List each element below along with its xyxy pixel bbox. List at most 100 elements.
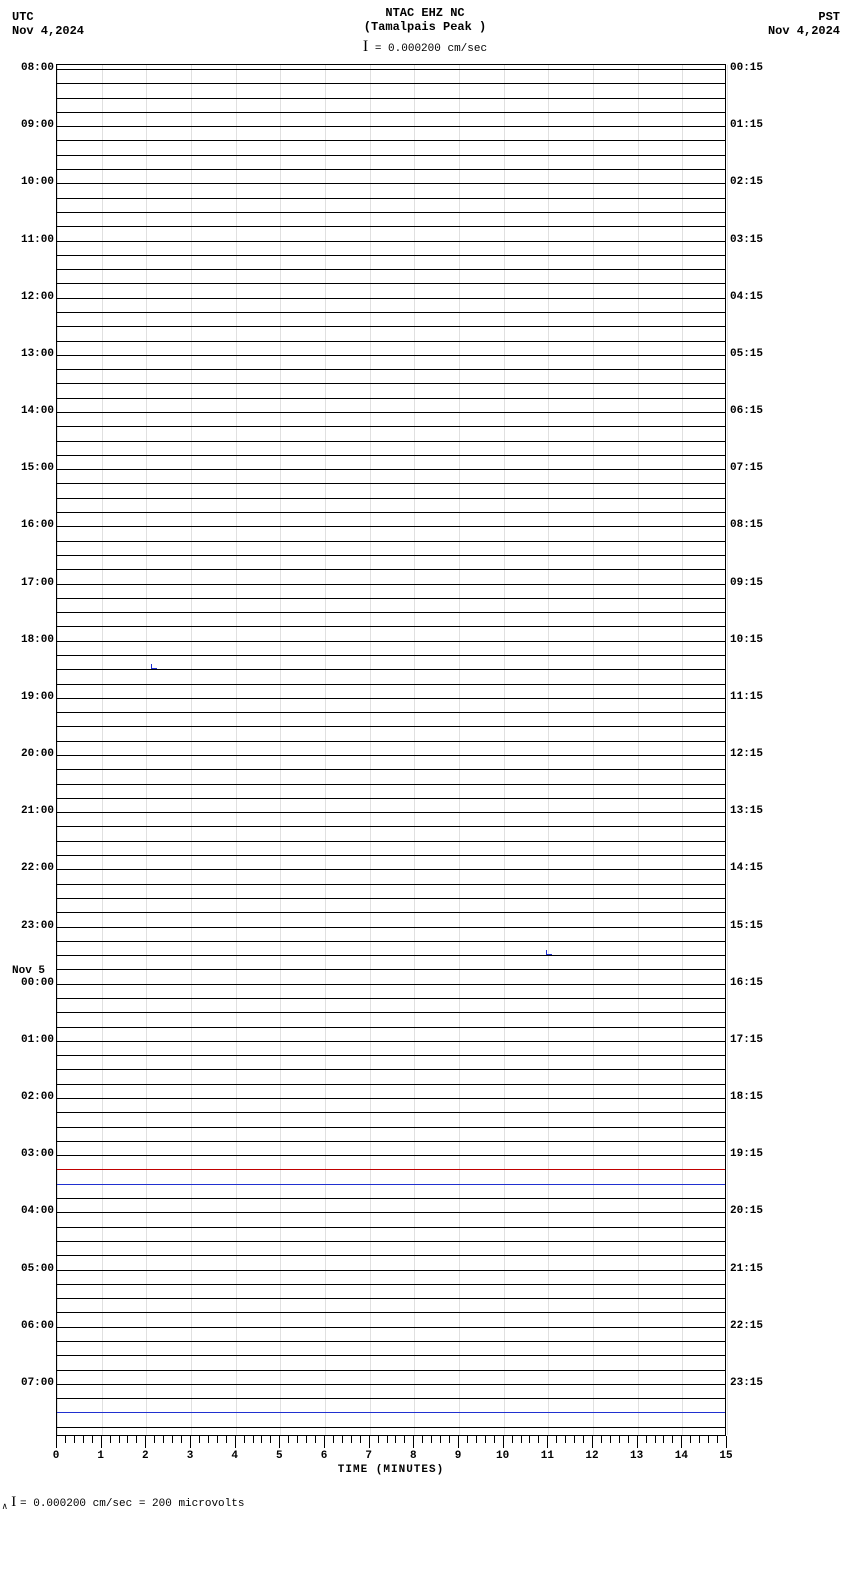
trace-line	[57, 455, 725, 456]
xtick-label: 0	[53, 1450, 60, 1462]
xtick-major	[637, 1436, 638, 1448]
trace-line	[57, 383, 725, 384]
trace-line	[57, 598, 725, 599]
pst-time-label: 07:15	[730, 462, 763, 474]
xtick-minor	[333, 1436, 334, 1443]
xtick-major	[458, 1436, 459, 1448]
trace-line	[57, 569, 725, 570]
day-break-label: Nov 5	[12, 965, 45, 977]
trace-line	[57, 1284, 725, 1285]
xtick-major	[592, 1436, 593, 1448]
pst-time-label: 12:15	[730, 748, 763, 760]
xtick-label: 2	[142, 1450, 149, 1462]
trace-line	[57, 698, 725, 699]
xtick-minor	[92, 1436, 93, 1443]
trace-line	[57, 469, 725, 470]
xtick-minor	[119, 1436, 120, 1443]
pst-time-label: 02:15	[730, 176, 763, 188]
trace-line	[57, 1041, 725, 1042]
pst-label: PST	[768, 10, 840, 24]
vgrid-line	[325, 65, 326, 1435]
xtick-major	[101, 1436, 102, 1448]
trace-line	[57, 169, 725, 170]
trace-line	[57, 641, 725, 642]
xtick-major	[503, 1436, 504, 1448]
vgrid-line	[682, 65, 683, 1435]
xtick-label: 10	[496, 1450, 509, 1462]
trace-line	[57, 155, 725, 156]
trace-line	[57, 769, 725, 770]
vgrid-line	[370, 65, 371, 1435]
xtick-minor	[699, 1436, 700, 1443]
trace-line	[57, 1055, 725, 1056]
pst-time-label: 10:15	[730, 634, 763, 646]
signal-blue	[57, 1184, 725, 1185]
xtick-minor	[601, 1436, 602, 1443]
trace-line	[57, 726, 725, 727]
trace-line	[57, 1355, 725, 1356]
header-pst: PST Nov 4,2024	[768, 10, 840, 38]
xtick-minor	[440, 1436, 441, 1443]
xtick-minor	[717, 1436, 718, 1443]
pst-time-label: 18:15	[730, 1091, 763, 1103]
utc-time-label: 20:00	[12, 748, 54, 760]
trace-line	[57, 1384, 725, 1385]
vgrid-line	[727, 65, 728, 1435]
trace-line	[57, 298, 725, 299]
xtick-label: 9	[455, 1450, 462, 1462]
trace-line	[57, 441, 725, 442]
xtick-minor	[529, 1436, 530, 1443]
trace-line	[57, 512, 725, 513]
xtick-minor	[422, 1436, 423, 1443]
xtick-minor	[270, 1436, 271, 1443]
xtick-minor	[127, 1436, 128, 1443]
trace-line	[57, 1327, 725, 1328]
xtick-minor	[449, 1436, 450, 1443]
pst-time-label: 11:15	[730, 691, 763, 703]
xtick-label: 5	[276, 1450, 283, 1462]
trace-line	[57, 69, 725, 70]
header: UTC Nov 4,2024 NTAC EHZ NC (Tamalpais Pe…	[0, 0, 850, 60]
trace-line	[57, 283, 725, 284]
trace-line	[57, 584, 725, 585]
xtick-minor	[395, 1436, 396, 1443]
xtick-minor	[181, 1436, 182, 1443]
trace-line	[57, 741, 725, 742]
footer-text-prefix: = 0.000200 cm/sec =	[20, 1498, 152, 1510]
pst-time-label: 00:15	[730, 62, 763, 74]
xtick-minor	[565, 1436, 566, 1443]
vgrid-line	[57, 65, 58, 1435]
xtick-minor	[431, 1436, 432, 1443]
xtick-minor	[306, 1436, 307, 1443]
trace-line	[57, 1069, 725, 1070]
xtick-minor	[163, 1436, 164, 1443]
trace-line	[57, 140, 725, 141]
xtick-minor	[610, 1436, 611, 1443]
xtick-minor	[476, 1436, 477, 1443]
utc-time-label: 22:00	[12, 862, 54, 874]
helicorder-plot	[56, 64, 726, 1436]
vgrid-line	[191, 65, 192, 1435]
vgrid-line	[638, 65, 639, 1435]
utc-time-label: 18:00	[12, 634, 54, 646]
xtick-major	[279, 1436, 280, 1448]
xtick-minor	[136, 1436, 137, 1443]
pst-time-label: 16:15	[730, 977, 763, 989]
trace-line	[57, 869, 725, 870]
utc-time-label: 14:00	[12, 405, 54, 417]
trace-line	[57, 626, 725, 627]
pst-time-label: 17:15	[730, 1034, 763, 1046]
xtick-minor	[485, 1436, 486, 1443]
pst-time-label: 22:15	[730, 1320, 763, 1332]
xtick-label: 15	[719, 1450, 732, 1462]
trace-line	[57, 998, 725, 999]
xtick-major	[369, 1436, 370, 1448]
trace-line	[57, 755, 725, 756]
trace-line	[57, 1312, 725, 1313]
utc-time-label: 06:00	[12, 1320, 54, 1332]
utc-time-label: 17:00	[12, 577, 54, 589]
utc-time-label: 16:00	[12, 519, 54, 531]
xtick-major	[235, 1436, 236, 1448]
utc-time-label: 10:00	[12, 176, 54, 188]
xtick-minor	[74, 1436, 75, 1443]
